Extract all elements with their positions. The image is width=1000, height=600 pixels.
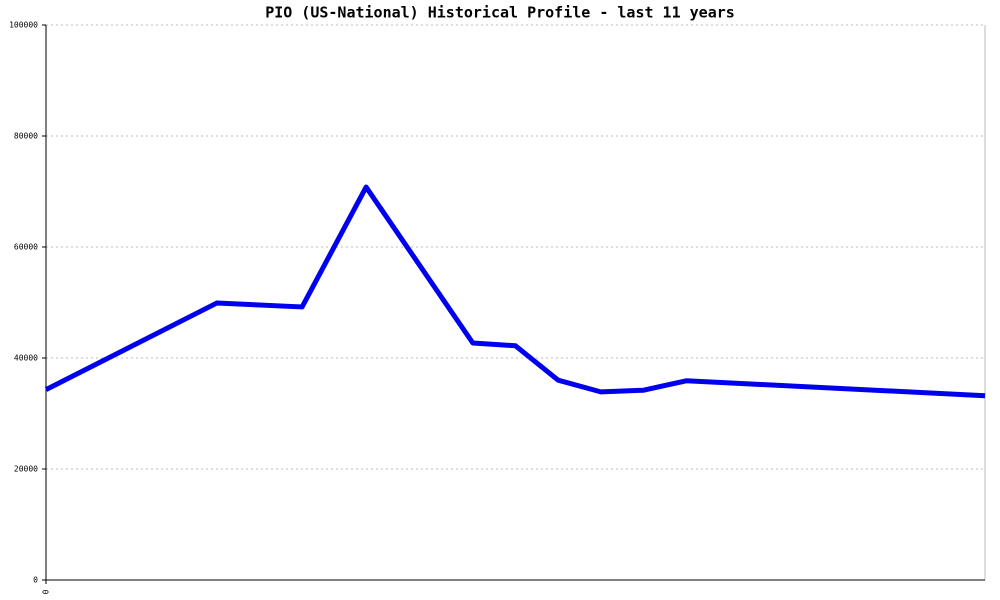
y-tick-label: 0 [33, 576, 38, 585]
x-tick-label: 0 [42, 589, 51, 594]
y-tick-label: 100000 [9, 21, 38, 30]
y-tick-label: 60000 [14, 243, 38, 252]
y-tick-label: 80000 [14, 132, 38, 141]
y-tick-label: 40000 [14, 354, 38, 363]
y-tick-label: 20000 [14, 465, 38, 474]
chart-title: PIO (US-National) Historical Profile - l… [265, 4, 735, 22]
line [44, 184, 986, 399]
